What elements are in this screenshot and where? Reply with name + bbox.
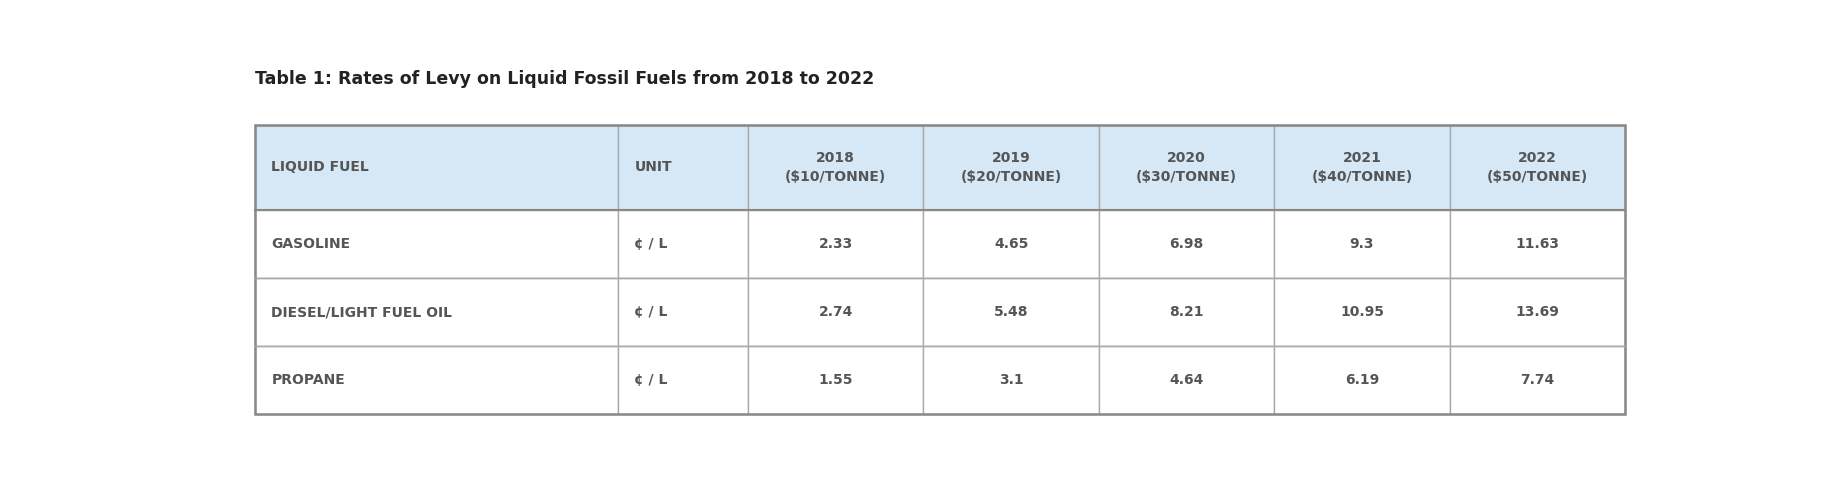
Text: 2.74: 2.74 <box>818 305 853 319</box>
Text: ¢ / L: ¢ / L <box>635 305 668 319</box>
Bar <box>1449 346 1625 414</box>
Bar <box>1099 278 1275 346</box>
Text: PROPANE: PROPANE <box>271 373 345 387</box>
Bar <box>1275 125 1449 210</box>
Bar <box>618 278 748 346</box>
Bar <box>1449 210 1625 278</box>
Bar <box>1275 210 1449 278</box>
Bar <box>255 278 618 346</box>
Text: 2018
($10/TONNE): 2018 ($10/TONNE) <box>785 151 886 184</box>
Bar <box>748 346 924 414</box>
Bar <box>924 210 1099 278</box>
Text: 2021
($40/TONNE): 2021 ($40/TONNE) <box>1311 151 1412 184</box>
Bar <box>1099 210 1275 278</box>
Text: LIQUID FUEL: LIQUID FUEL <box>271 161 369 174</box>
Text: 3.1: 3.1 <box>1000 373 1023 387</box>
Text: 13.69: 13.69 <box>1515 305 1559 319</box>
Text: 4.65: 4.65 <box>994 237 1029 251</box>
Text: 6.98: 6.98 <box>1170 237 1203 251</box>
Bar <box>1275 346 1449 414</box>
Bar <box>748 278 924 346</box>
Text: 11.63: 11.63 <box>1515 237 1559 251</box>
Bar <box>1099 346 1275 414</box>
Bar <box>255 210 618 278</box>
Bar <box>1449 278 1625 346</box>
Bar <box>1275 278 1449 346</box>
Text: DIESEL/LIGHT FUEL OIL: DIESEL/LIGHT FUEL OIL <box>271 305 453 319</box>
Bar <box>748 125 924 210</box>
Text: ¢ / L: ¢ / L <box>635 237 668 251</box>
Bar <box>255 346 618 414</box>
Text: GASOLINE: GASOLINE <box>271 237 350 251</box>
Bar <box>924 278 1099 346</box>
Text: 2019
($20/TONNE): 2019 ($20/TONNE) <box>961 151 1062 184</box>
Bar <box>748 210 924 278</box>
Text: 9.3: 9.3 <box>1350 237 1374 251</box>
Bar <box>255 125 1625 414</box>
Bar <box>618 346 748 414</box>
Text: UNIT: UNIT <box>635 161 671 174</box>
Text: Table 1: Rates of Levy on Liquid Fossil Fuels from 2018 to 2022: Table 1: Rates of Levy on Liquid Fossil … <box>255 69 875 88</box>
Text: 2020
($30/TONNE): 2020 ($30/TONNE) <box>1135 151 1238 184</box>
Bar <box>924 125 1099 210</box>
Bar <box>1099 125 1275 210</box>
Bar <box>618 125 748 210</box>
Text: 1.55: 1.55 <box>818 373 853 387</box>
Text: 4.64: 4.64 <box>1170 373 1203 387</box>
Text: 2022
($50/TONNE): 2022 ($50/TONNE) <box>1487 151 1588 184</box>
Text: 2.33: 2.33 <box>818 237 853 251</box>
Text: 6.19: 6.19 <box>1344 373 1379 387</box>
Bar <box>618 210 748 278</box>
Text: 10.95: 10.95 <box>1341 305 1385 319</box>
Text: 5.48: 5.48 <box>994 305 1029 319</box>
Text: 7.74: 7.74 <box>1520 373 1555 387</box>
Bar <box>924 346 1099 414</box>
Text: 8.21: 8.21 <box>1170 305 1203 319</box>
Bar <box>1449 125 1625 210</box>
Bar <box>255 125 618 210</box>
Text: ¢ / L: ¢ / L <box>635 373 668 387</box>
